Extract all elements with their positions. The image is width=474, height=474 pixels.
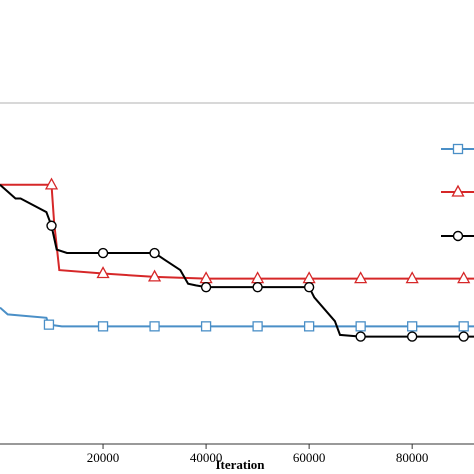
series-3 — [0, 184, 474, 342]
series-1-point — [97, 321, 109, 332]
legend-marker — [452, 230, 464, 242]
legend-entry-1 — [441, 143, 474, 155]
x-tick-label: 20000 — [87, 450, 120, 465]
series-1-point — [200, 321, 212, 332]
series-layer — [0, 177, 474, 342]
series-2-line — [0, 183, 474, 280]
series-2-point — [147, 269, 162, 282]
series-3-point — [355, 331, 366, 342]
series-2-point — [405, 271, 419, 284]
series-2-point — [457, 271, 471, 284]
series-3-point — [406, 331, 418, 342]
series-1-point — [303, 321, 315, 332]
series-3-point — [149, 247, 160, 259]
series-2 — [0, 177, 474, 284]
series-2-point — [354, 271, 368, 284]
legend-marker — [452, 143, 464, 155]
legend-entry-2 — [441, 184, 474, 197]
series-1-point — [355, 321, 366, 332]
legend-entry-3 — [441, 230, 474, 242]
series-3-point — [303, 281, 315, 293]
series-1 — [0, 306, 474, 332]
series-2-point — [96, 266, 110, 279]
series-1-point — [252, 321, 263, 332]
series-3-point — [97, 247, 109, 259]
x-axis: 20000 40000 60000 80000 — [87, 444, 429, 465]
series-1-line — [0, 306, 474, 328]
series-3-point — [252, 281, 263, 293]
series-2-point — [44, 177, 59, 190]
series-3-point — [200, 281, 212, 293]
series-1-point — [149, 321, 160, 332]
series-3-line — [0, 184, 474, 338]
x-axis-title: Iteration — [215, 457, 265, 472]
series-1-point — [458, 321, 469, 332]
legend-marker — [451, 184, 465, 197]
x-tick-label: 60000 — [293, 450, 326, 465]
x-tick-label: 80000 — [396, 450, 429, 465]
series-3-point — [458, 331, 469, 342]
series-1-point — [43, 319, 55, 330]
series-1-point — [407, 321, 418, 332]
x-tick-label: 40000 — [190, 450, 223, 465]
legend — [441, 143, 474, 242]
plot-frame — [0, 102, 474, 445]
series-3-point — [46, 220, 57, 231]
